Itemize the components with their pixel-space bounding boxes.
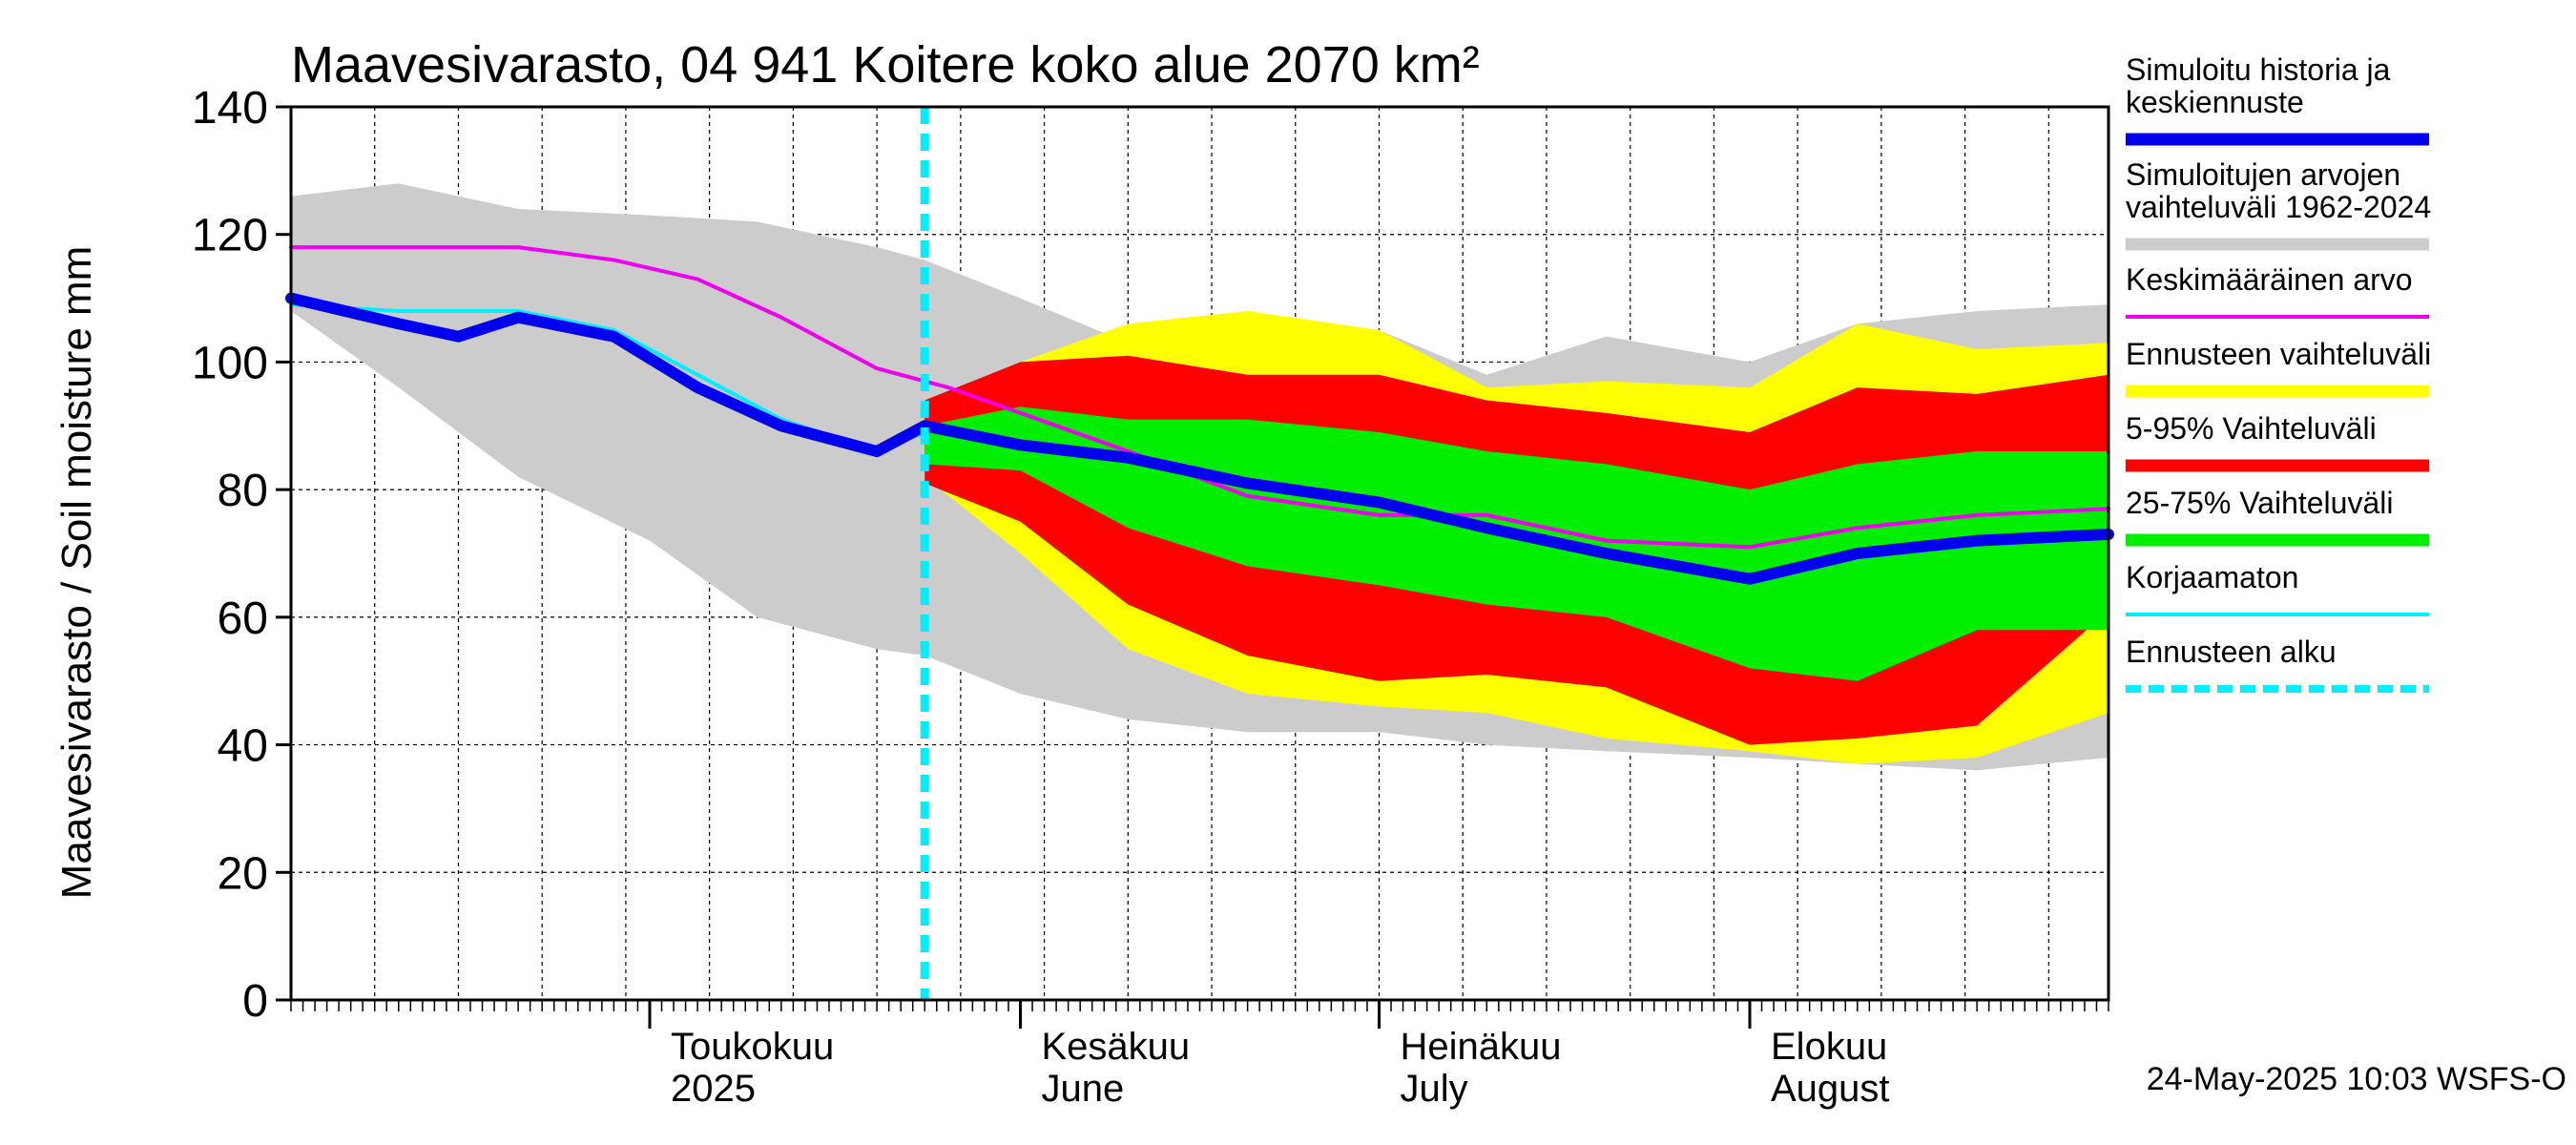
y-tick-label: 60: [218, 593, 268, 644]
legend-item-25-75-vaihteluvali: 25-75% Vaihteluväli: [2126, 486, 2429, 547]
y-tick-label: 140: [192, 83, 268, 134]
y-axis-label: Maavesivarasto / Soil moisture mm: [53, 246, 100, 900]
y-tick-label: 20: [218, 848, 268, 899]
legend-item-korjaamaton: Korjaamaton: [2126, 560, 2429, 616]
y-tick-label: 120: [192, 211, 268, 261]
y-tick-label: 0: [242, 976, 268, 1027]
x-month-label-en: July: [1400, 1068, 1467, 1110]
x-month-label-fi: Heinäkuu: [1400, 1026, 1561, 1068]
legend-item-ennusteen-vaihteluvali: Ennusteen vaihteluväli: [2126, 337, 2431, 398]
legend-label: Ennusteen vaihteluväli: [2126, 337, 2431, 371]
legend-label: Simuloitujen arvojen: [2126, 157, 2400, 192]
legend-item-5-95-vaihteluvali: 5-95% Vaihteluväli: [2126, 411, 2429, 472]
x-month-label-fi: Kesäkuu: [1042, 1026, 1191, 1068]
legend-label: Ennusteen alku: [2126, 635, 2337, 669]
legend-label: keskiennuste: [2126, 85, 2304, 119]
y-tick-label: 80: [218, 466, 268, 516]
legend-item-keskimaarainen-arvo: Keskimääräinen arvo: [2126, 262, 2429, 319]
legend-label: 5-95% Vaihteluväli: [2126, 411, 2377, 446]
series-keskimaarainen-arvo: [289, 245, 2110, 550]
x-month-label-en: June: [1042, 1068, 1125, 1110]
x-month-label-en: August: [1771, 1068, 1890, 1110]
chart-title: Maavesivarasto, 04 941 Koitere koko alue…: [291, 36, 1480, 94]
legend-label: Simuloitu historia ja: [2126, 52, 2391, 87]
legend-label: Korjaamaton: [2126, 560, 2298, 594]
x-month-label-fi: Toukokuu: [671, 1026, 834, 1068]
legend: Simuloitu historia jakeskiennusteSimuloi…: [2126, 52, 2431, 693]
series-simuloitu-historia-ja-keskiennuste: [285, 292, 2114, 585]
y-tick-label: 100: [192, 338, 268, 388]
plot-area: [285, 107, 2114, 1000]
legend-label: 25-75% Vaihteluväli: [2126, 486, 2393, 520]
x-month-label-en: 2025: [671, 1068, 756, 1110]
timestamp-footer: 24-May-2025 10:03 WSFS-O: [2147, 1061, 2566, 1097]
y-tick-label: 40: [218, 721, 268, 772]
legend-item-ennusteen-alku: Ennusteen alku: [2126, 635, 2429, 693]
legend-label: vaihteluväli 1962-2024: [2126, 190, 2431, 224]
x-month-label-fi: Elokuu: [1771, 1026, 1887, 1068]
legend-label: Keskimääräinen arvo: [2126, 262, 2413, 297]
